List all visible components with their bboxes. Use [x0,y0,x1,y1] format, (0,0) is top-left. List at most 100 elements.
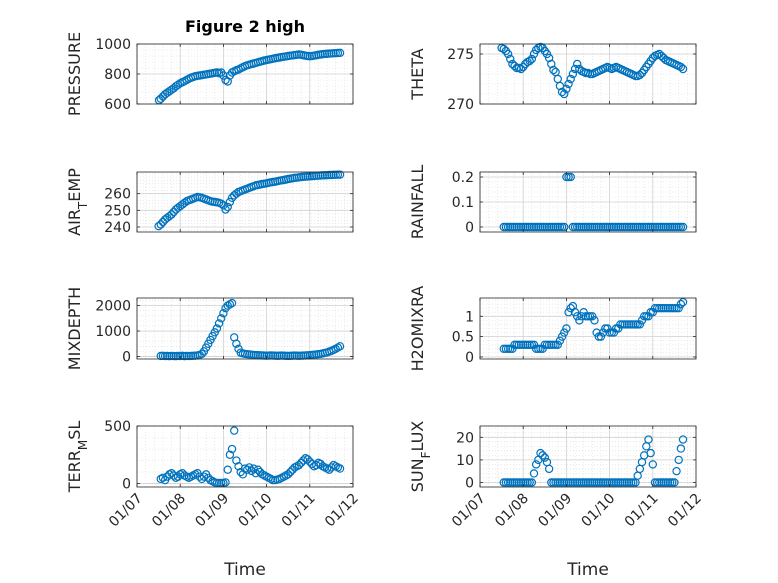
data-point [221,205,230,214]
x-tick-label: 01/11 [279,491,319,531]
data-point [555,336,565,345]
data-point [557,332,567,341]
x-tick-label: 01/07 [449,491,489,531]
data-point [227,193,237,203]
data-point [296,458,306,468]
x-tick-label: 01/07 [106,491,146,531]
y-tick-label: 240 [104,220,131,236]
x-tick-label: 01/11 [622,491,662,531]
x-tick-label: 01/12 [665,491,705,531]
y-axis-label: H2OMIXRA [408,286,427,372]
y-label-subscript: T [76,201,90,210]
subplot-theta: 270 275 THETA [408,42,697,113]
plot-area [137,298,353,359]
data-point [670,478,679,487]
data-point [169,207,178,217]
data-point [173,80,183,90]
data-markers [497,42,688,99]
y-label-part: AIR [65,209,84,236]
y-tick-label: 0 [465,350,474,366]
data-point [566,172,575,182]
x-tick-label: 01/10 [579,491,619,531]
data-point [335,464,345,473]
data-point [219,309,228,318]
data-point [221,478,230,487]
data-point [678,297,688,307]
x-tick-label: 01/08 [492,491,532,531]
x-axis-label-right: Time [566,560,609,580]
axes-box [136,171,354,233]
data-point [678,64,688,74]
y-tick-label: 250 [104,203,131,219]
data-markers [499,435,688,487]
data-point [229,426,239,435]
data-point [165,211,174,221]
data-point [197,349,206,359]
data-point [570,308,580,317]
plot-area [480,426,696,487]
y-label-part: TERR [65,450,84,493]
data-point [577,312,586,321]
data-point [249,464,258,473]
x-tick-label: 01/09 [192,491,232,531]
data-point [219,201,228,210]
axes-box [479,43,697,105]
y-tick-label: 0 [465,220,474,236]
data-point [212,324,222,333]
y-tick-label: 0 [122,477,131,493]
data-point [223,202,232,212]
y-tick-label: 0.5 [452,330,474,346]
subplot-terr-msl: 0 500 TERRMSL 01/07 01/08 01/09 01/10 01/11 01/1… [65,419,362,530]
data-point [678,435,688,444]
data-point [199,472,209,481]
y-axis-label: TERRMSL [65,421,90,494]
data-point [227,444,237,454]
data-markers [156,426,345,488]
data-point [562,84,571,94]
data-point [156,94,165,103]
subplot-h2omixra: 0 0.5 1 H2OMIXRA [408,286,697,372]
data-point [538,451,547,460]
data-point [232,189,241,198]
x-tick-label: 01/12 [322,491,362,531]
data-point [573,312,582,321]
subplot-pressure: 600 800 1000 PRESSURE [65,32,354,116]
data-point [331,344,340,354]
data-point [223,465,232,474]
y-tick-label: 500 [104,419,131,435]
data-point [503,49,513,59]
data-point [335,342,345,351]
data-markers [154,170,345,231]
data-point [527,478,537,487]
data-point [678,222,688,232]
y-axis-label: AIRTEMP [65,168,90,236]
y-axis-label: MIXDEPTH [65,287,84,370]
data-point [635,320,645,329]
subplot-sun-flux: 0 10 20 SUNFLUX 01/07 01/08 01/09 01/10 01/11 01/… [408,421,705,531]
y-tick-label: 2000 [95,299,131,315]
data-point [564,308,573,317]
data-markers [154,48,345,105]
plot-area [137,172,353,232]
y-axis-label: RAINFALL [408,165,427,240]
data-point [676,444,686,453]
data-point [542,49,552,59]
data-point [674,455,683,465]
y-tick-label: 20 [456,430,474,446]
y-tick-label: 1 [465,309,474,325]
data-point [294,460,304,470]
y-tick-label: 260 [104,187,131,203]
axes-box [479,297,697,360]
y-tick-label: 1000 [95,324,131,340]
data-point [544,464,554,474]
y-tick-label: 10 [456,453,474,469]
data-point [180,198,189,208]
data-point [596,332,606,341]
data-point [335,48,345,58]
data-point [644,435,653,444]
data-point [527,54,537,64]
y-tick-label: 0.2 [452,170,474,186]
data-point [676,299,686,309]
data-point [286,467,295,477]
data-point [154,221,163,231]
